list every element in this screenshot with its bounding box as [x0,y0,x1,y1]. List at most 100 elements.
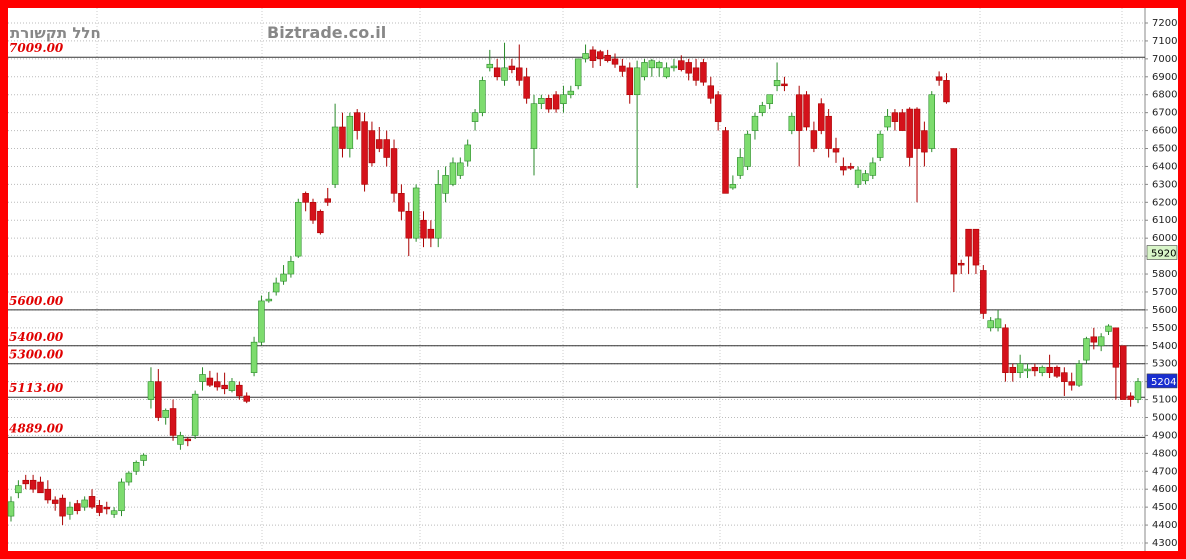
candle-body [1134,381,1142,400]
y-tick-label: 5700 [1152,287,1177,298]
candle-body [398,193,405,212]
level-label: 5113.00 [9,381,64,395]
candle-body [390,148,398,194]
candle-body [353,112,361,131]
candle-body [589,49,597,61]
candle-body [280,273,287,282]
candle-body [125,472,133,483]
candle-body [405,210,413,239]
y-tick-label: 6800 [1152,90,1177,101]
y-tick-label: 4600 [1152,484,1177,495]
candle-body [795,94,803,131]
candle-body [906,108,913,158]
candle-body [611,58,619,65]
candle-body [29,479,37,490]
candle-body [633,67,641,96]
candle-body [670,65,678,69]
candle-body [935,76,943,81]
y-tick-label: 7000 [1152,54,1177,65]
candle-body [155,381,162,418]
candle-body [736,157,744,176]
candle-body [228,381,236,391]
y-tick-label: 6300 [1152,179,1177,190]
candle-body [626,67,633,96]
candle-body [457,162,464,176]
candle-body [376,139,383,149]
candle-body [1083,338,1090,361]
level-label: 5300.00 [9,348,64,362]
candle-body [331,126,339,185]
y-tick-label: 6100 [1152,215,1177,226]
candle-body [545,98,552,110]
candle-body [287,261,295,275]
candle-body [766,94,773,104]
candle-body [943,80,950,103]
candle-body [552,94,560,110]
y-tick-label: 4700 [1152,466,1177,477]
candle-body [1075,363,1083,386]
candle-body [118,481,125,512]
candle-body [862,173,869,182]
candle-body [214,381,221,388]
candle-body [582,53,589,60]
candle-body [751,115,759,131]
candle-body [921,130,928,153]
candle-body [309,202,317,221]
candle-body [339,126,346,149]
candle-body [692,67,700,81]
candle-body [15,485,22,494]
candle-body [346,115,354,149]
candle-body [479,80,486,113]
candle-body [1024,368,1031,372]
candle-body [663,67,670,78]
candle-body [37,481,44,494]
candle-body [412,187,420,239]
candle-body [729,184,737,189]
candle-body [59,497,66,517]
candle-body [980,270,987,314]
y-tick-label: 7100 [1152,36,1177,47]
watermark: Biztrade.co.il [267,23,386,42]
price-tag-label: 5920 [1151,249,1176,260]
candle-body [295,202,302,257]
candle-body [574,58,582,87]
candle-body [854,169,862,185]
candle-body [191,393,199,436]
y-tick-label: 6000 [1152,233,1177,244]
candle-body [869,162,877,176]
candle-body [110,510,118,515]
level-label: 7009.00 [9,41,64,55]
candle-body [103,506,111,510]
y-tick-label: 4900 [1152,430,1177,441]
candle-body [449,162,457,185]
candle-body [655,62,663,69]
candle-body [773,80,781,87]
candle-body [641,62,648,78]
candle-body [1038,366,1046,373]
price-tag [1146,373,1178,389]
candle-body [221,384,228,390]
y-tick-label: 5400 [1152,341,1177,352]
candle-body [184,438,192,442]
candle-body [987,320,994,329]
y-tick-label: 5300 [1152,359,1177,370]
price-tag-label: 5204 [1151,377,1176,388]
candle-body [206,377,214,386]
candle-body [840,166,847,171]
y-tick-label: 7200 [1152,18,1177,29]
candle-body [88,496,96,508]
y-tick-label: 6500 [1152,144,1177,155]
candle-body [1061,372,1068,382]
candle-body [1009,366,1017,373]
candle-body [1046,366,1053,373]
candle-body [199,374,206,382]
candle-body [604,54,611,61]
y-tick-label: 4300 [1152,538,1177,549]
candle-body [272,282,280,293]
candle-body [597,51,604,60]
candle-body [1031,366,1039,372]
candle-body [825,115,832,149]
candle-body [427,228,435,239]
candle-body [523,76,530,99]
candle-body [950,148,958,275]
